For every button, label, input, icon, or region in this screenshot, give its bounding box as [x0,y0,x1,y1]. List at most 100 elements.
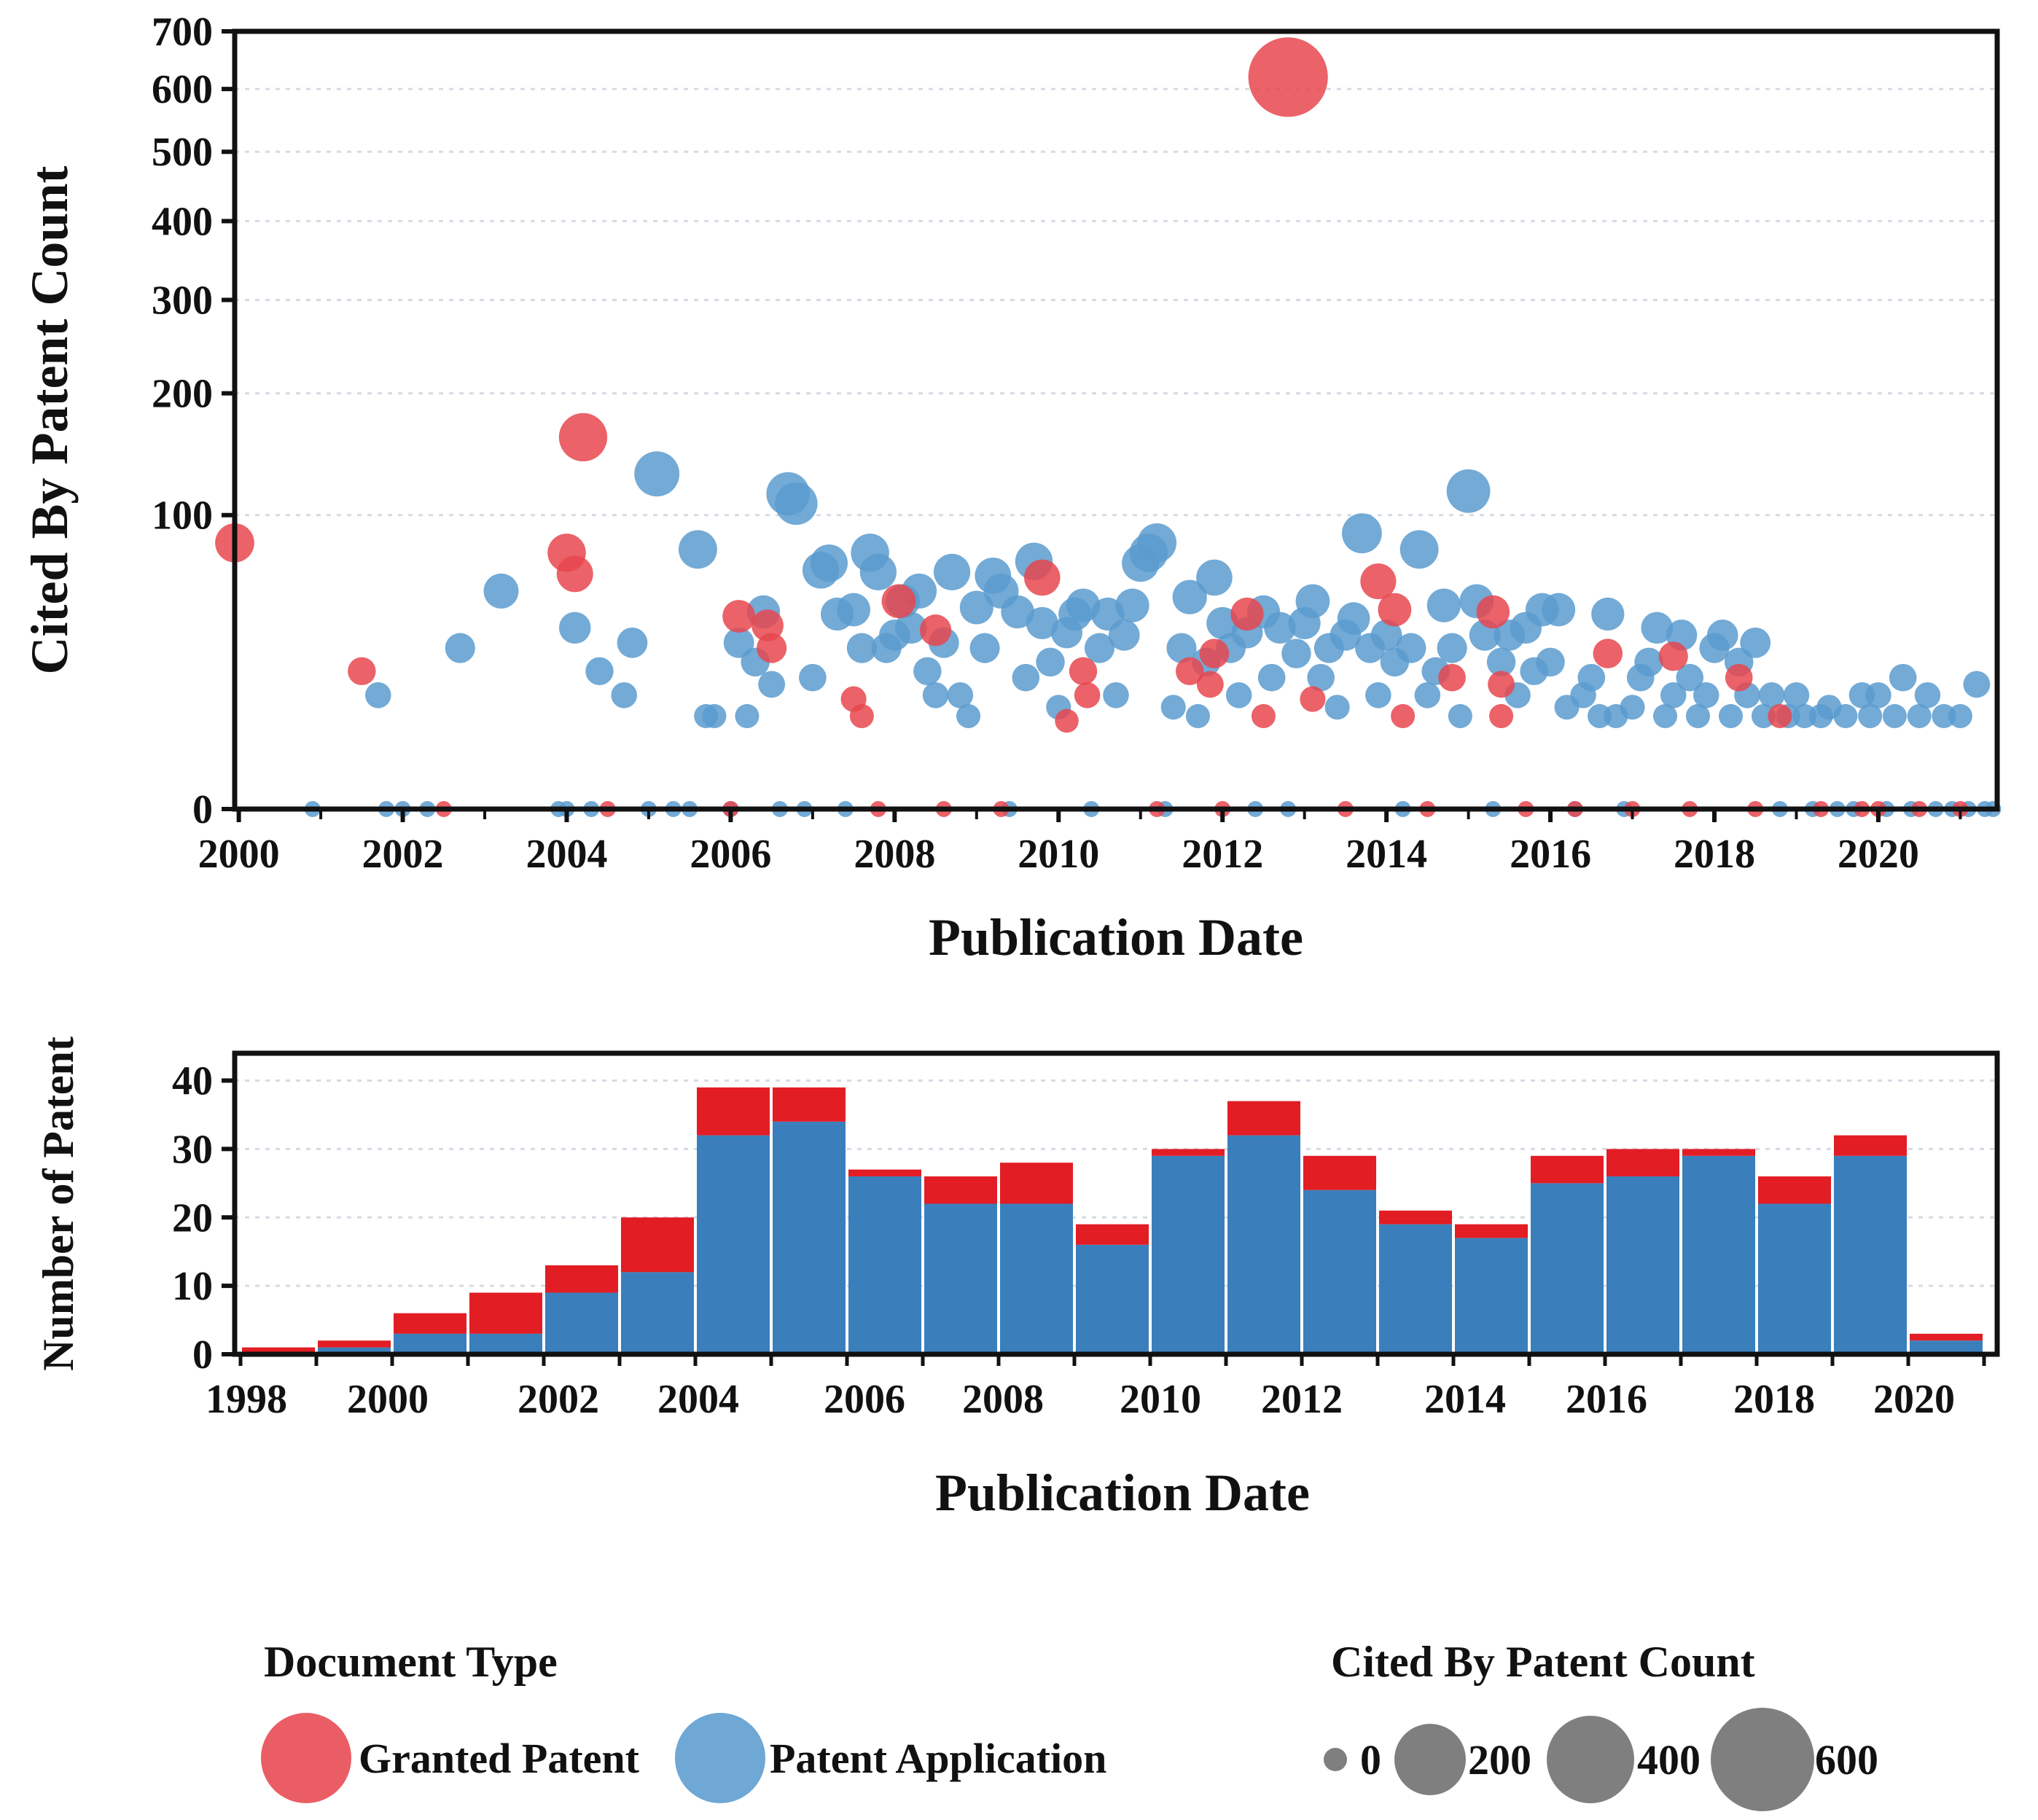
bar-x-tick-label: 2012 [1261,1377,1343,1422]
patent-application-point [859,553,897,590]
patent-application-point [1660,682,1687,708]
bar-y-tick-label: 10 [172,1264,213,1309]
patent-application-point [1341,513,1382,554]
bar-y-tick-label: 20 [172,1195,213,1241]
patent-application-point [617,627,648,658]
bar-granted-patent [1758,1176,1831,1204]
patent-application-point [1542,593,1576,627]
scatter-x-tick-label: 2020 [1838,832,1919,877]
bar-granted-patent [1152,1149,1225,1156]
patent-application-point [1399,530,1439,569]
patent-application-point [1257,663,1286,692]
bar-patent-application [469,1333,542,1354]
bar-patent-application [1834,1155,1907,1354]
scatter-x-tick-label: 2004 [526,832,607,877]
granted-patent-point [1593,638,1623,668]
bar-x-tick-label: 1998 [206,1377,287,1422]
patent-application-point [1103,682,1129,708]
bar-x-axis-title: Publication Date [935,1464,1310,1522]
scatter-y-tick-label: 400 [152,199,213,244]
granted-patent-point [751,609,784,642]
bar-y-tick-label: 0 [192,1332,213,1378]
granted-patent-point [919,614,952,647]
scatter-x-tick-label: 2018 [1674,832,1755,877]
granted-patent-point [1391,703,1416,729]
bar-granted-patent [697,1087,770,1136]
scatter-y-axis-title: Cited By Patent Count [20,165,79,674]
patent-application-point [1783,682,1810,708]
granted-patent-point [348,657,376,686]
patent-application-point [1166,633,1197,663]
patent-application-point [611,682,637,708]
granted-patent-point [1360,563,1397,600]
scatter-chart: 2000 2002 2004 2006 2008 2010 2012 2014 2016 2018… [20,9,2002,966]
bar-granted-patent [1606,1149,1679,1176]
bar-patent-application [1606,1176,1679,1354]
patent-application-point [1706,620,1738,651]
patent-application-point [837,593,870,627]
bar-x-tick-label: 2014 [1424,1377,1506,1422]
patent-application-point [1185,703,1210,729]
bar-patent-application [394,1333,466,1354]
bar-granted-patent [924,1176,997,1204]
bar-granted-patent [394,1313,466,1334]
bar-granted-patent [848,1169,921,1176]
patent-application-point [1634,647,1663,677]
patent-application-point [1001,595,1034,629]
patent-application-point [1676,663,1704,692]
granted-patent-point [1476,595,1510,629]
patent-application-point [1536,647,1565,677]
patent-application-point [1137,523,1177,563]
scatter-x-tick-label: 2006 [690,832,771,877]
patent-application-point [1437,633,1467,663]
bar-patent-application [924,1203,997,1354]
granted-patent-point [1196,671,1224,698]
bar-patent-application [1758,1203,1831,1354]
patent-application-point [799,663,827,692]
patent-application-point [1414,682,1441,708]
bar-patent-application [545,1292,618,1354]
legend-size-swatch [1711,1708,1814,1811]
patent-application-point [702,703,727,729]
scatter-x-tick-label: 2016 [1510,832,1591,877]
patent-application-point [735,703,760,729]
bar-y-tick-label: 30 [172,1127,213,1172]
granted-patent-point [1230,597,1264,631]
patent-application-point [1036,647,1065,677]
bar-x-tick-label: 2002 [518,1377,599,1422]
patent-application-point [1486,647,1516,677]
scatter-x-tick-label: 2010 [1018,832,1099,877]
scatter-x-tick-label: 2002 [362,832,444,877]
patent-application-point [1914,682,1941,708]
legend-size-label: 600 [1815,1736,1878,1784]
bar-patent-application [1000,1203,1073,1354]
patent-application-point [1324,695,1350,720]
patent-application-point [1396,633,1426,663]
patent-application-point [365,682,391,708]
bar-bars [242,1087,1983,1354]
legend-size-swatch [1547,1716,1634,1803]
bar-granted-patent [1834,1135,1907,1156]
bar-granted-patent [469,1292,542,1334]
patent-application-point [969,633,1000,663]
bar-patent-application [621,1272,694,1354]
patent-application-point [810,544,848,582]
bar-patent-application [1531,1183,1604,1354]
patent-application-point [1307,663,1335,692]
bar-patent-application [1379,1224,1452,1354]
legend-cited-by-items: 0 200 400 600 [1324,1708,1878,1811]
bar-y-tick-label: 40 [172,1059,213,1104]
granted-patent-point [1069,657,1098,686]
bar-x-tick-label: 2008 [962,1377,1044,1422]
scatter-y-tick-label: 700 [152,9,213,55]
bar-patent-application [1910,1340,1983,1354]
scatter-x-tick-label: 2008 [854,832,935,877]
bar-granted-patent [1455,1224,1528,1238]
bar-x-tick-label: 2010 [1120,1377,1201,1422]
patent-application-point [634,451,680,497]
bar-granted-patent [621,1217,694,1273]
bar-patent-application [773,1121,846,1354]
patent-application-point [1577,663,1606,692]
granted-patent-point [1251,703,1276,729]
